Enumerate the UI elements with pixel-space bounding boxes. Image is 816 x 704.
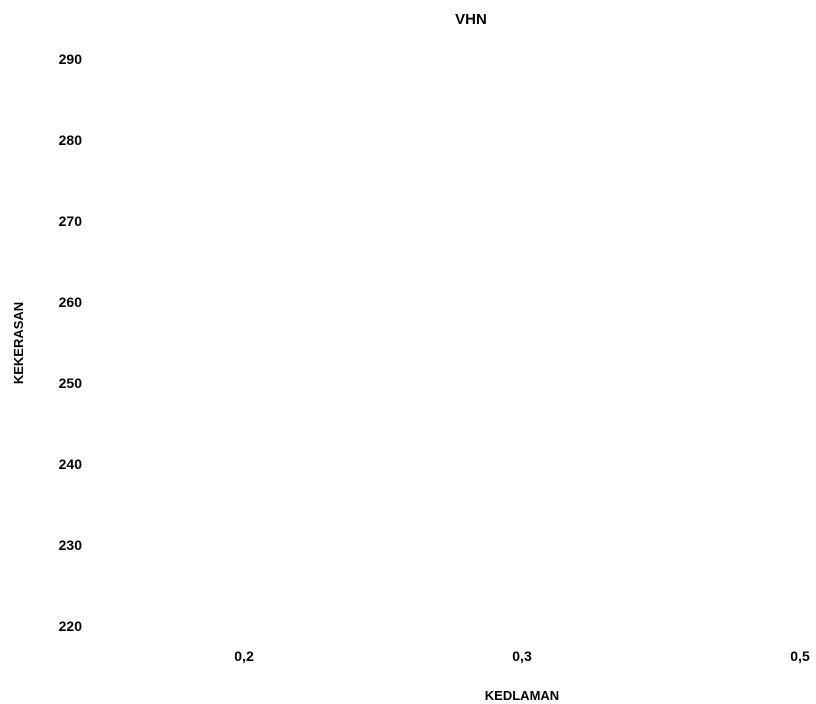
x-tick-label: 0,5 bbox=[790, 648, 810, 664]
x-axis-title: KEDLAMAN bbox=[485, 688, 559, 703]
y-axis-title: KEKERASAN bbox=[11, 302, 26, 384]
y-tick-label: 270 bbox=[59, 213, 83, 229]
y-tick-label: 250 bbox=[59, 375, 83, 391]
chart-title: VHN bbox=[455, 11, 487, 28]
x-axis-ticks: 0,2 0,3 0,5 bbox=[234, 648, 810, 664]
y-axis-ticks: 220 230 240 250 260 270 280 290 bbox=[59, 51, 83, 634]
y-tick-label: 280 bbox=[59, 132, 83, 148]
y-tick-label: 230 bbox=[59, 537, 83, 553]
y-tick-label: 240 bbox=[59, 456, 83, 472]
y-tick-label: 220 bbox=[59, 618, 83, 634]
x-tick-label: 0,2 bbox=[234, 648, 254, 664]
y-tick-label: 290 bbox=[59, 51, 83, 67]
x-tick-label: 0,3 bbox=[512, 648, 532, 664]
y-tick-label: 260 bbox=[59, 294, 83, 310]
